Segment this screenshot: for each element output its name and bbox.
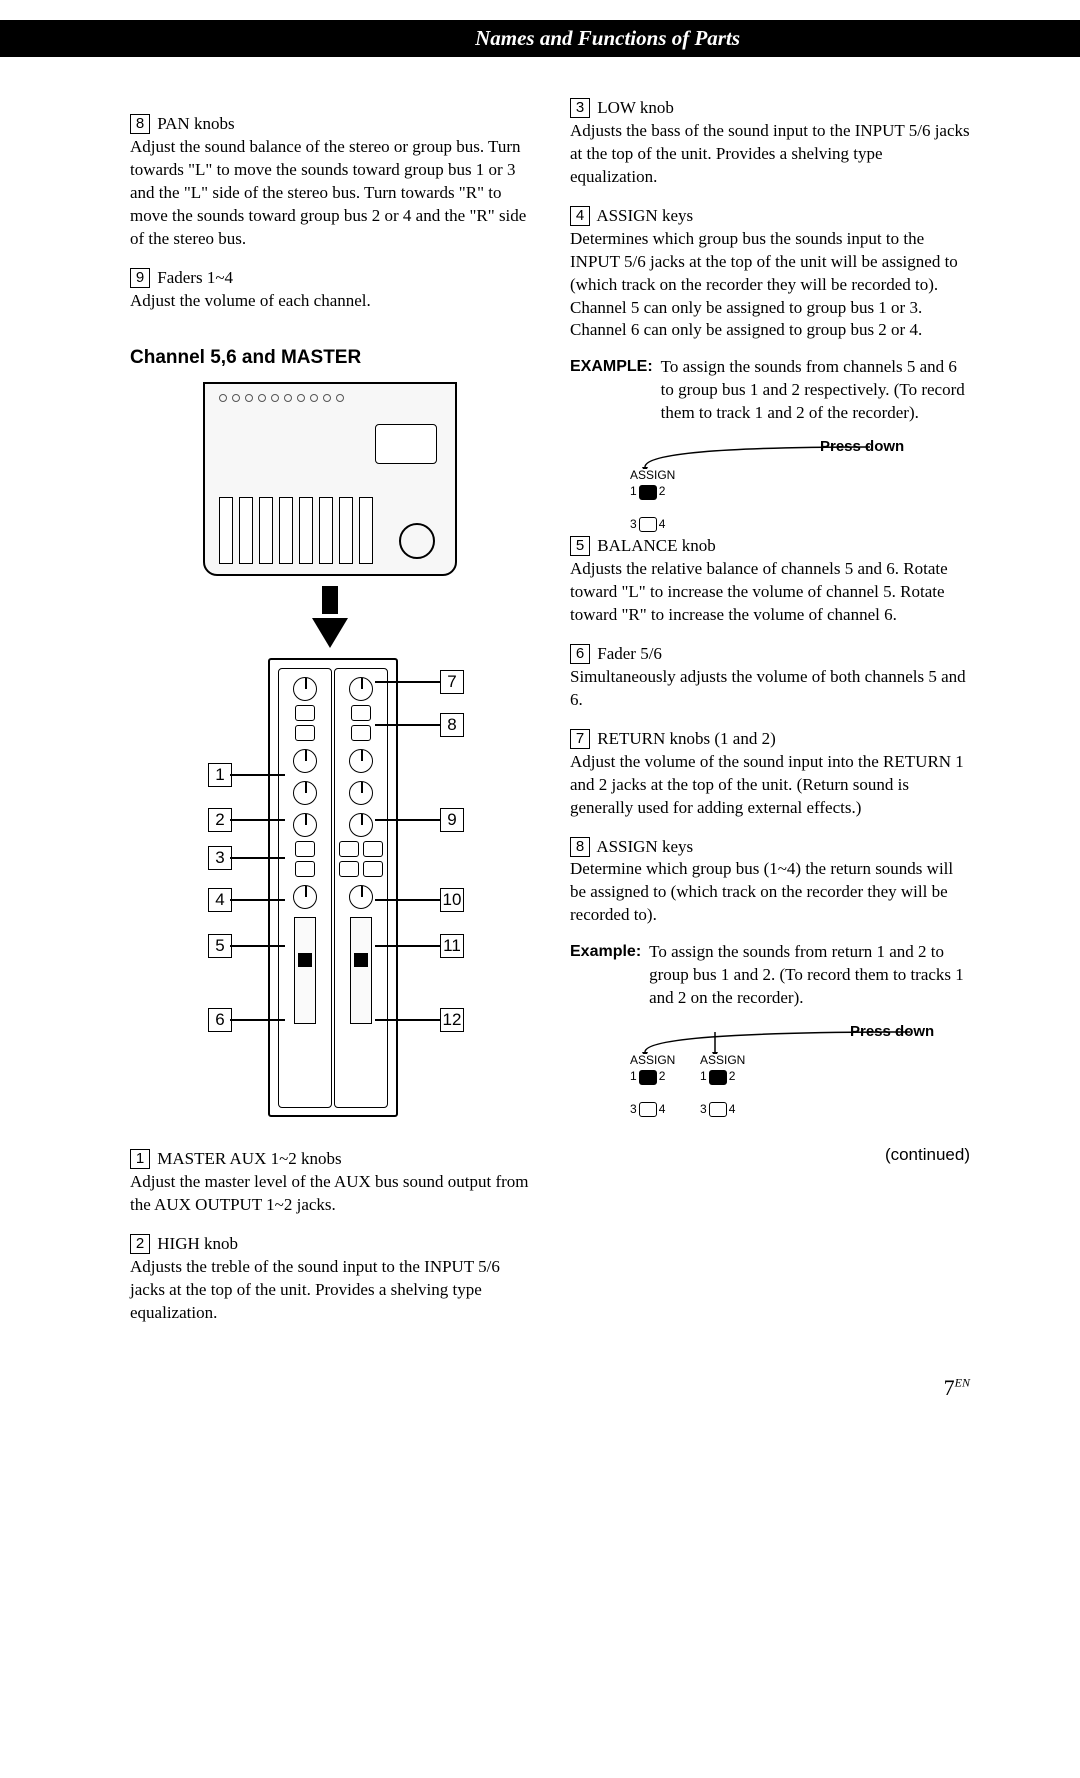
item-6-head: 6 Fader 5/6 bbox=[570, 643, 970, 666]
item-9-head: 9 Faders 1~4 bbox=[130, 267, 530, 290]
item-6-title: Fader 5/6 bbox=[597, 644, 662, 663]
callout-1: 1 bbox=[208, 763, 232, 787]
numbox-8b: 8 bbox=[570, 837, 590, 857]
numbox-5: 5 bbox=[570, 536, 590, 556]
example-1: EXAMPLE: To assign the sounds from chann… bbox=[570, 356, 970, 425]
item-3-body: Adjusts the bass of the sound input to t… bbox=[570, 120, 970, 189]
item-8-body: Adjust the sound balance of the stereo o… bbox=[130, 136, 530, 251]
left-column: 8 PAN knobs Adjust the sound balance of … bbox=[130, 97, 530, 1325]
item-3-head: 3 LOW knob bbox=[570, 97, 970, 120]
item-1-title: MASTER AUX 1~2 knobs bbox=[157, 1149, 341, 1168]
item-8-head: 8 PAN knobs bbox=[130, 113, 530, 136]
callout-4: 4 bbox=[208, 888, 232, 912]
item-2-body: Adjusts the treble of the sound input to… bbox=[130, 1256, 530, 1325]
example-1-label: EXAMPLE: bbox=[570, 356, 653, 425]
item-7-body: Adjust the volume of the sound input int… bbox=[570, 751, 970, 820]
callout-2: 2 bbox=[208, 808, 232, 832]
callout-3: 3 bbox=[208, 846, 232, 870]
example-1-text: To assign the sounds from channels 5 and… bbox=[661, 356, 970, 425]
item-7-head: 7 RETURN knobs (1 and 2) bbox=[570, 728, 970, 751]
item-2-title: HIGH knob bbox=[157, 1234, 238, 1253]
example-2: Example: To assign the sounds from retur… bbox=[570, 941, 970, 1010]
callout-10: 10 bbox=[440, 888, 464, 912]
item-9-body: Adjust the volume of each channel. bbox=[130, 290, 530, 313]
item-8b-title: ASSIGN keys bbox=[596, 837, 693, 856]
item-6-body: Simultaneously adjusts the volume of bot… bbox=[570, 666, 970, 712]
device-illustration bbox=[203, 382, 457, 576]
callout-9: 9 bbox=[440, 808, 464, 832]
arrow-down-icon bbox=[322, 586, 338, 614]
item-8b-head: 8 ASSIGN keys bbox=[570, 836, 970, 859]
assign-diagram-2: Press down ASSIGN 12 34 ASSIGN 12 34 bbox=[620, 1024, 970, 1114]
page-number: 7EN bbox=[130, 1375, 970, 1401]
item-5-body: Adjusts the relative balance of channels… bbox=[570, 558, 970, 627]
example-2-label: Example: bbox=[570, 941, 641, 1010]
numbox-8: 8 bbox=[130, 114, 150, 134]
continued-label: (continued) bbox=[570, 1144, 970, 1167]
numbox-1: 1 bbox=[130, 1149, 150, 1169]
item-4-body2: Channel 5 can only be assigned to group … bbox=[570, 297, 970, 343]
item-4-head: 4 ASSIGN keys bbox=[570, 205, 970, 228]
arrow-down-icon bbox=[312, 618, 348, 648]
item-2-head: 2 HIGH knob bbox=[130, 1233, 530, 1256]
item-4-title: ASSIGN keys bbox=[596, 206, 693, 225]
item-1-head: 1 MASTER AUX 1~2 knobs bbox=[130, 1148, 530, 1171]
callout-8: 8 bbox=[440, 713, 464, 737]
callout-6: 6 bbox=[208, 1008, 232, 1032]
numbox-3: 3 bbox=[570, 98, 590, 118]
callout-11: 11 bbox=[440, 934, 464, 958]
press-down-label-2: Press down bbox=[850, 1022, 934, 1042]
callout-12: 12 bbox=[440, 1008, 464, 1032]
panel-diagram: 1 2 3 4 5 6 7 8 9 10 bbox=[160, 658, 500, 1118]
section-heading: Channel 5,6 and MASTER bbox=[130, 345, 530, 371]
numbox-9: 9 bbox=[130, 268, 150, 288]
item-5-title: BALANCE knob bbox=[597, 536, 716, 555]
callout-5: 5 bbox=[208, 934, 232, 958]
header-title: Names and Functions of Parts bbox=[0, 20, 1080, 57]
item-9-title: Faders 1~4 bbox=[157, 268, 233, 287]
callout-7: 7 bbox=[440, 670, 464, 694]
assign-diagram-1: Press down ASSIGN 12 34 bbox=[620, 439, 970, 519]
item-1-body: Adjust the master level of the AUX bus s… bbox=[130, 1171, 530, 1217]
item-3-title: LOW knob bbox=[597, 98, 674, 117]
example-2-text: To assign the sounds from return 1 and 2… bbox=[649, 941, 970, 1010]
item-5-head: 5 BALANCE knob bbox=[570, 535, 970, 558]
item-8-title: PAN knobs bbox=[157, 114, 234, 133]
numbox-6: 6 bbox=[570, 644, 590, 664]
press-down-label-1: Press down bbox=[820, 437, 904, 457]
item-4-body: Determines which group bus the sounds in… bbox=[570, 228, 970, 297]
assign-label: ASSIGN bbox=[630, 468, 675, 482]
numbox-2: 2 bbox=[130, 1234, 150, 1254]
numbox-7: 7 bbox=[570, 729, 590, 749]
right-column: 3 LOW knob Adjusts the bass of the sound… bbox=[570, 97, 970, 1325]
item-7-title: RETURN knobs (1 and 2) bbox=[597, 729, 775, 748]
numbox-4: 4 bbox=[570, 206, 590, 226]
item-8b-body: Determine which group bus (1~4) the retu… bbox=[570, 858, 970, 927]
